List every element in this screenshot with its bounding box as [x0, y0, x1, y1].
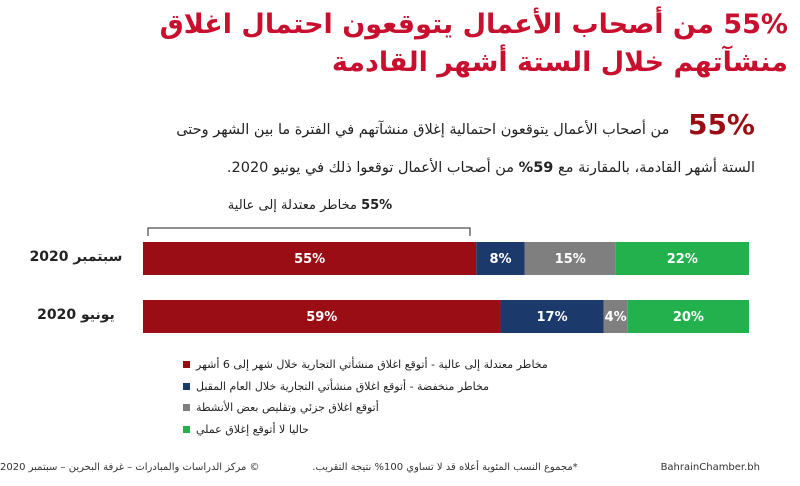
category-label: يونيو 2020	[37, 307, 115, 323]
legend-text: مخاطر منخفضة - أتوقع اغلاق منشأتي التجار…	[196, 379, 490, 393]
legend-swatch	[183, 361, 190, 369]
legend-text: أتوقع اغلاق جزئي وتقليص بعض الأنشطة	[196, 401, 379, 415]
value-label: 55%	[294, 252, 325, 267]
bar-segment	[627, 300, 749, 333]
intro-bold: 59%	[518, 160, 554, 176]
intro-text: من أصحاب الأعمال توقعوا ذلك في يونيو 202…	[226, 160, 515, 176]
legend-text: حاليا لا أتوقع إغلاق عملي	[196, 422, 309, 436]
intro-line: 55% من أصحاب الأعمال يتوقعون احتمالية إغ…	[55, 108, 755, 141]
value-label: 15%	[555, 252, 586, 267]
title-line: 55% من أصحاب الأعمال يتوقعون احتمال اغلا…	[159, 9, 788, 40]
bar-segment	[143, 300, 501, 333]
bar-segment	[143, 242, 477, 275]
legend-item: حاليا لا أتوقع إغلاق عملي	[183, 419, 548, 441]
footer-note: *مجموع النسب المئوية أعلاه قد لا تساوي 1…	[312, 462, 578, 473]
value-label: 20%	[673, 310, 704, 325]
value-label: 59%	[306, 310, 337, 325]
bracket-text: مخاطر معتدلة إلى عالية	[227, 198, 357, 213]
legend-text: مخاطر معتدلة إلى عالية - أتوقع اغلاق منش…	[196, 358, 548, 372]
footer-copyright: © مركز الدراسات والمبادرات – غرفة البحري…	[0, 462, 260, 473]
bracket-bold: 55%	[361, 198, 393, 213]
bar-segment	[476, 242, 525, 275]
intro-highlight: 55%	[687, 108, 755, 141]
title: 55% من أصحاب الأعمال يتوقعون احتمال اغلا…	[8, 6, 788, 82]
intro-text: من أصحاب الأعمال يتوقعون احتمالية إغلاق …	[176, 122, 670, 138]
intro-line: الستة أشهر القادمة، بالمقارنة مع 59% من …	[55, 160, 755, 176]
legend-item: أتوقع اغلاق جزئي وتقليص بعض الأنشطة	[183, 397, 548, 419]
bar-segment	[524, 242, 616, 275]
category-label: سبتمبر 2020	[29, 249, 123, 265]
bracket-label: 55% مخاطر معتدلة إلى عالية	[150, 198, 470, 213]
value-label: 17%	[536, 310, 567, 325]
bracket	[147, 227, 471, 236]
legend-swatch	[183, 382, 190, 390]
title-line: منشآتهم خلال الستة أشهر القادمة	[331, 47, 788, 78]
value-label: 22%	[667, 252, 698, 267]
legend-swatch	[183, 425, 190, 433]
legend-item: مخاطر منخفضة - أتوقع اغلاق منشأتي التجار…	[183, 376, 548, 398]
legend-swatch	[183, 404, 190, 412]
value-label: 4%	[605, 310, 627, 325]
bar-segment	[603, 300, 628, 333]
legend-item: مخاطر معتدلة إلى عالية - أتوقع اغلاق منش…	[183, 354, 548, 376]
bar-segment	[500, 300, 604, 333]
intro-text: الستة أشهر القادمة، بالمقارنة مع	[557, 160, 755, 176]
footer-site: BahrainChamber.bh	[660, 462, 760, 473]
bar-segment	[615, 242, 749, 275]
legend: مخاطر معتدلة إلى عالية - أتوقع اغلاق منش…	[183, 354, 548, 440]
value-label: 8%	[490, 252, 512, 267]
